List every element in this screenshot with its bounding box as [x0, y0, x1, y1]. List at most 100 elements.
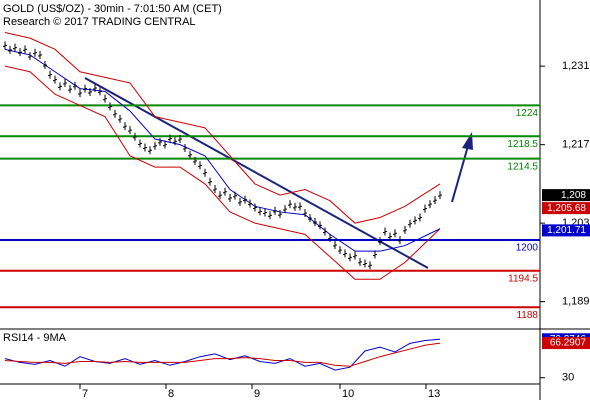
- price-bar: [168, 134, 172, 143]
- price-bar: [318, 221, 322, 230]
- indicator-line: [4, 32, 441, 224]
- price-bar: [38, 50, 42, 59]
- price-bar: [153, 141, 157, 150]
- price-bar: [3, 41, 7, 50]
- price-bar: [283, 205, 287, 214]
- price-bar: [183, 144, 187, 153]
- y-tick-label: 1,189: [562, 296, 590, 308]
- price-bar: [358, 257, 362, 266]
- price-bar: [363, 259, 367, 268]
- rsi-tick-label: 30: [562, 372, 574, 384]
- level-label: 1218.5: [507, 139, 538, 150]
- price-bar: [68, 85, 72, 94]
- price-bar: [323, 227, 327, 236]
- price-bar: [98, 87, 102, 96]
- x-tick-label: 10: [342, 388, 354, 400]
- price-bar: [33, 48, 37, 57]
- price-bar: [428, 200, 432, 209]
- price-bar: [203, 168, 207, 177]
- price-bar: [403, 225, 407, 234]
- chart-title: GOLD (US$/OZ) - 30min - 7:01:50 AM (CET): [3, 3, 222, 15]
- rsi-line: [4, 338, 441, 371]
- indicator-line: [4, 65, 441, 280]
- price-bar: [273, 206, 277, 215]
- price-bar: [73, 81, 77, 90]
- price-bar: [143, 143, 147, 152]
- level-label: 1194.5: [508, 273, 538, 284]
- price-bar: [103, 94, 107, 103]
- price-bar: [208, 177, 212, 186]
- price-bar: [433, 196, 437, 205]
- price-bar: [338, 246, 342, 255]
- price-bar: [253, 203, 257, 212]
- level-label: 1224: [516, 108, 539, 119]
- price-bar: [398, 235, 402, 244]
- x-tick-label: 13: [428, 388, 440, 400]
- price-bar: [163, 140, 167, 149]
- price-marker-label: 1,205.68: [547, 203, 586, 214]
- price-bar: [188, 150, 192, 159]
- price-bar: [18, 48, 22, 57]
- price-bar: [423, 204, 427, 213]
- price-bar: [418, 213, 422, 222]
- level-label: 1188: [516, 310, 538, 321]
- price-bar: [343, 249, 347, 258]
- trend-line: [84, 77, 429, 269]
- price-bar: [88, 87, 92, 96]
- price-bar: [248, 199, 252, 208]
- price-bar: [388, 232, 392, 241]
- price-bar: [83, 84, 87, 93]
- price-bar: [138, 139, 142, 148]
- price-marker-label: 1,201.71: [547, 225, 586, 236]
- price-bar: [23, 45, 27, 54]
- y-tick-label: 1,217: [562, 139, 590, 151]
- price-bar: [313, 218, 317, 227]
- rsi-marker-box: [542, 337, 590, 350]
- price-bar: [28, 52, 32, 61]
- price-bar: [93, 84, 97, 93]
- chart-subtitle: Research © 2017 TRADING CENTRAL: [3, 16, 196, 28]
- price-bar: [63, 78, 67, 87]
- y-tick-label: 1,231: [562, 60, 590, 72]
- price-bar: [348, 253, 352, 262]
- price-bar: [258, 207, 262, 216]
- price-bar: [303, 209, 307, 218]
- x-tick-label: 7: [82, 388, 88, 400]
- price-bar: [213, 184, 217, 193]
- price-bar: [173, 137, 177, 146]
- rsi-marker-label: 66.2907: [550, 338, 587, 349]
- price-bar: [268, 211, 272, 220]
- price-bar: [413, 216, 417, 225]
- price-bar: [133, 132, 137, 141]
- price-bar: [293, 202, 297, 211]
- price-bar: [288, 200, 292, 209]
- price-bar: [373, 250, 377, 259]
- price-bar: [333, 241, 337, 250]
- price-bar: [113, 109, 117, 118]
- rsi-line: [4, 342, 441, 367]
- price-bar: [278, 210, 282, 219]
- price-bar: [228, 193, 232, 202]
- price-bar: [408, 219, 412, 228]
- price-bar: [368, 261, 372, 270]
- price-bar: [353, 251, 357, 260]
- price-bar: [378, 237, 382, 246]
- price-bar: [43, 61, 47, 70]
- price-marker-label: 1,208: [561, 190, 586, 201]
- price-bar: [218, 191, 222, 200]
- price-bar: [158, 137, 162, 146]
- price-bar: [198, 161, 202, 170]
- rsi-title: RSI14 - 9MA: [3, 332, 67, 344]
- price-bar: [328, 233, 332, 242]
- price-marker-box: [542, 224, 590, 237]
- level-label: 1214.5: [507, 161, 538, 172]
- price-bar: [13, 43, 17, 52]
- arrow-shaft: [451, 145, 469, 203]
- price-bar: [393, 229, 397, 238]
- price-bar: [8, 45, 12, 54]
- price-bar: [243, 195, 247, 204]
- price-bar: [128, 126, 132, 135]
- price-bar: [263, 208, 267, 217]
- price-bar: [148, 146, 152, 155]
